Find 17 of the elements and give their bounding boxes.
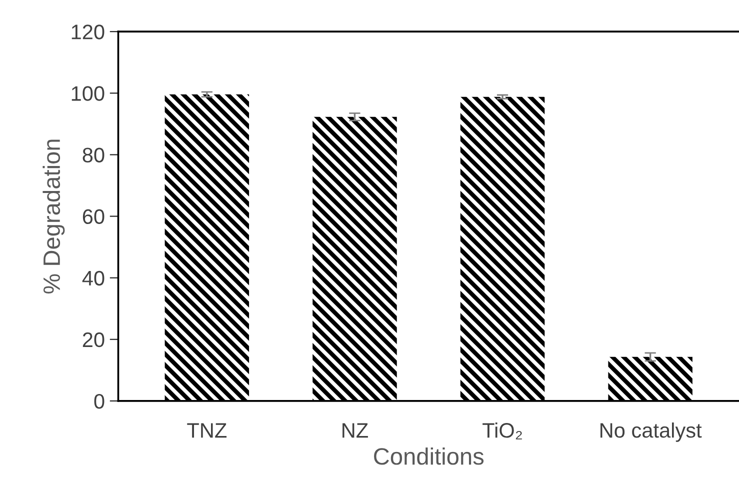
x-tick-label: TiO₂ bbox=[482, 422, 522, 440]
y-tick-label: 40 bbox=[82, 270, 104, 286]
x-axis-title: Conditions bbox=[374, 447, 484, 465]
bar bbox=[460, 96, 545, 401]
bar bbox=[312, 116, 397, 401]
bar bbox=[164, 94, 250, 401]
bar bbox=[608, 356, 692, 401]
x-tick-label: TNZ bbox=[187, 423, 227, 438]
y-tick-label: 120 bbox=[72, 24, 104, 40]
x-tick-label: NZ bbox=[342, 423, 368, 438]
x-tick-label: No catalyst bbox=[600, 422, 702, 442]
y-tick-label: 60 bbox=[82, 209, 104, 224]
y-tick-label: 100 bbox=[72, 86, 104, 101]
y-tick-label: 0 bbox=[94, 394, 104, 409]
y-tick-label: 20 bbox=[82, 332, 104, 348]
y-tick-label: 80 bbox=[82, 148, 104, 162]
y-axis-title: % Degradation bbox=[42, 140, 65, 294]
